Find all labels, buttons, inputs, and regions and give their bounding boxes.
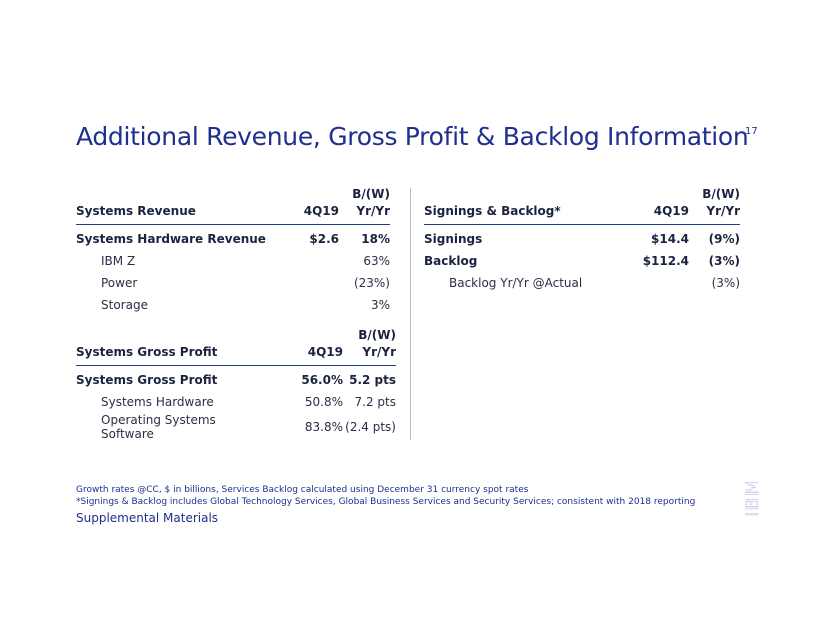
row-label: Signings [424, 232, 483, 246]
row-change: (23%) [353, 276, 390, 290]
table-header-label: Systems Gross Profit [76, 327, 272, 366]
table-header-period: 4Q19 [619, 186, 689, 225]
ibm-logo-graphic: IBM [742, 478, 764, 518]
row-label: Systems Gross Profit [76, 373, 218, 387]
table-header-label: Signings & Backlog* [424, 186, 619, 225]
header-change-top: B/(W) [702, 187, 740, 201]
row-label: IBM Z [101, 254, 136, 268]
row-value: 50.8% [304, 395, 343, 409]
table-header-label: Systems Revenue [76, 186, 272, 225]
row-value: $14.4 [651, 232, 689, 246]
table-header-change: B/(W) Yr/Yr [689, 186, 740, 225]
row-label: Systems Hardware Revenue [76, 232, 266, 246]
footnote-growth-rates: Growth rates @CC, $ in billions, Service… [76, 485, 529, 495]
table-header-change: B/(W) Yr/Yr [339, 186, 390, 225]
header-change-bottom: Yr/Yr [362, 345, 396, 359]
table-row: Backlog Yr/Yr @Actual (3%) [424, 272, 740, 294]
header-change-top: B/(W) [358, 328, 396, 342]
row-label: Storage [101, 298, 148, 312]
signings-backlog-table: Signings & Backlog* 4Q19 B/(W) Yr/Yr Sign… [424, 186, 740, 294]
row-change: 63% [363, 254, 390, 268]
row-value: $2.6 [309, 232, 339, 246]
row-value [272, 250, 339, 272]
row-change: (3%) [711, 276, 740, 290]
row-value: $112.4 [642, 254, 689, 268]
systems-gross-profit-table: Systems Gross Profit 4Q19 B/(W) Yr/Yr Sys… [76, 327, 396, 441]
page-title: Additional Revenue, Gross Profit & Backl… [76, 122, 749, 151]
table-header-change: B/(W) Yr/Yr [343, 327, 396, 366]
ibm-logo-icon: IBM [737, 478, 769, 518]
row-value: 83.8% [304, 420, 343, 434]
table-header-row: Signings & Backlog* 4Q19 B/(W) Yr/Yr [424, 186, 740, 225]
row-change: (2.4 pts) [345, 420, 396, 434]
header-change-bottom: Yr/Yr [356, 204, 390, 218]
table-header-period: 4Q19 [272, 327, 343, 366]
column-divider [410, 188, 411, 440]
footnote-signings: *Signings & Backlog includes Global Tech… [76, 497, 696, 507]
row-label: Backlog [424, 254, 478, 268]
row-change: 18% [361, 232, 390, 246]
row-label: Operating Systems Software [101, 413, 216, 441]
header-change-bottom: Yr/Yr [706, 204, 740, 218]
ibm-logo-text: IBM [742, 482, 764, 516]
row-change: (3%) [708, 254, 740, 268]
header-change-top: B/(W) [352, 187, 390, 201]
table-row: Systems Hardware 50.8% 7.2 pts [76, 391, 396, 413]
table-row: Storage 3% [76, 294, 390, 316]
table-row: Systems Hardware Revenue $2.6 18% [76, 225, 390, 251]
row-change: 7.2 pts [354, 395, 396, 409]
table-row: Signings $14.4 (9%) [424, 225, 740, 251]
table-row: Power (23%) [76, 272, 390, 294]
systems-revenue-table: Systems Revenue 4Q19 B/(W) Yr/Yr Systems … [76, 186, 390, 316]
page-number: 17 [745, 126, 758, 137]
row-change: 5.2 pts [349, 373, 396, 387]
row-value [272, 294, 339, 316]
row-value [272, 272, 339, 294]
row-label: Systems Hardware [101, 395, 214, 409]
row-value: 56.0% [301, 373, 343, 387]
table-row: Systems Gross Profit 56.0% 5.2 pts [76, 366, 396, 392]
row-change: 3% [370, 298, 390, 312]
row-label: Power [101, 276, 138, 290]
row-change: (9%) [708, 232, 740, 246]
row-value [619, 272, 689, 294]
table-header-period: 4Q19 [272, 186, 339, 225]
supplemental-materials-label: Supplemental Materials [76, 511, 219, 525]
row-label: Backlog Yr/Yr @Actual [449, 276, 583, 290]
table-header-row: Systems Revenue 4Q19 B/(W) Yr/Yr [76, 186, 390, 225]
table-header-row: Systems Gross Profit 4Q19 B/(W) Yr/Yr [76, 327, 396, 366]
table-row: IBM Z 63% [76, 250, 390, 272]
table-row: Backlog $112.4 (3%) [424, 250, 740, 272]
table-row: Operating Systems Software 83.8% (2.4 pts) [76, 413, 396, 441]
